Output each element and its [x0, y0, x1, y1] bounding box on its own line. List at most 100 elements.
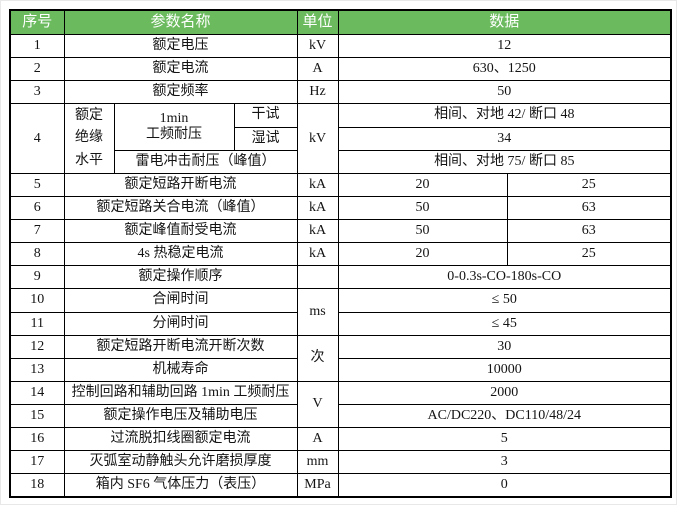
data-header-cell: 数据 [337, 9, 672, 35]
data-cell: 630、1250 [337, 57, 672, 82]
data-cell-right: 63 [506, 195, 672, 221]
param-name-cell: 合闸时间 [63, 288, 298, 313]
param-name-cell: 额定频率 [63, 80, 298, 105]
table-row: 2 额定电流 A 630、1250 [9, 57, 672, 82]
data-cell: 10000 [337, 357, 672, 382]
unit-cell [296, 265, 339, 290]
serial-cell: 11 [9, 311, 65, 336]
param-name-cell: 额定短路关合电流（峰值） [63, 195, 298, 221]
data-cell-right: 25 [506, 242, 672, 267]
table-row: 15 额定操作电压及辅助电压 AC/DC220、DC110/48/24 [9, 403, 672, 429]
data-cell: 30 [337, 334, 672, 359]
data-cell: 0 [337, 473, 672, 498]
param-name-cell: 额定电流 [63, 57, 298, 82]
data-cell-left: 50 [337, 195, 508, 221]
param-name-cell: 额定峰值耐受电流 [63, 218, 298, 244]
serial-cell: 10 [9, 288, 65, 313]
table-row: 3 额定频率 Hz 50 [9, 80, 672, 105]
param-name-cell: 额定电压 [63, 33, 298, 59]
data-cell: 0-0.3s-CO-180s-CO [337, 265, 672, 290]
unit-cell: ms [296, 288, 339, 336]
serial-cell: 9 [9, 265, 65, 290]
serial-cell: 12 [9, 334, 65, 359]
table-row: 10 合闸时间 ms ≤ 50 [9, 288, 672, 336]
table-row: 13 机械寿命 10000 [9, 357, 672, 382]
unit-cell: A [296, 57, 339, 82]
serial-cell: 17 [9, 450, 65, 475]
header-row: 序号 参数名称 单位 数据 [9, 9, 672, 35]
serial-cell: 15 [9, 403, 65, 429]
table-row: 湿试 34 [10, 126, 672, 151]
unit-cell: kA [296, 172, 339, 197]
serial-cell: 1 [9, 33, 65, 59]
param-name-cell: 过流脱扣线圈额定电流 [63, 427, 298, 452]
data-cell: 12 [337, 33, 672, 59]
serial-cell: 2 [9, 57, 65, 82]
param-name-cell: 额定操作顺序 [63, 265, 298, 290]
table-row: 12 额定短路开断电流开断次数 次 30 [9, 334, 672, 382]
spec-table: 序号 参数名称 单位 数据 1 额定电压 kV 12 2 额定电流 A 630、… [9, 9, 673, 498]
serial-cell: 13 [9, 357, 65, 382]
serial-cell: 7 [9, 218, 65, 244]
data-cell: ≤ 50 [337, 288, 672, 313]
param-name-cell: 箱内 SF6 气体压力（表压） [63, 473, 298, 498]
unit-cell: kA [296, 195, 339, 221]
data-cell: 34 [337, 126, 672, 151]
unit-cell: 次 [296, 334, 339, 382]
serial-cell: 4 [9, 103, 65, 174]
lightning-impulse-cell: 雷电冲击耐压（峰值） [113, 149, 298, 174]
table-row: 4 额定绝缘水平 1min 工频耐压 干试 kV 相间、对地 42/ 断口 48 [9, 103, 672, 174]
unit-cell: V [296, 380, 339, 429]
data-cell-left: 20 [337, 172, 508, 197]
unit-cell: mm [296, 450, 339, 475]
unit-cell: kV [296, 33, 339, 59]
insulation-level-group-cell: 额定绝缘水平 [63, 103, 115, 174]
param-name-cell: 额定短路开断电流开断次数 [63, 334, 298, 359]
data-cell: 2000 [337, 380, 672, 406]
unit-header-cell: 单位 [296, 9, 339, 35]
data-cell: AC/DC220、DC110/48/24 [337, 403, 672, 429]
data-cell-right: 25 [506, 172, 672, 197]
unit-cell: kA [296, 218, 339, 244]
table-row: 5 额定短路开断电流 kA 20 25 [9, 172, 672, 197]
table-row: 16 过流脱扣线圈额定电流 A 5 [9, 427, 672, 452]
param-header-cell: 参数名称 [63, 9, 298, 35]
unit-cell: kV [296, 103, 339, 174]
data-cell: 5 [337, 427, 672, 452]
table-row: 8 4s 热稳定电流 kA 20 25 [9, 242, 672, 267]
serial-cell: 8 [9, 242, 65, 267]
data-cell: ≤ 45 [337, 311, 672, 336]
param-name-cell: 机械寿命 [63, 357, 298, 382]
data-cell-left: 20 [337, 242, 508, 267]
dry-test-label-cell: 干试 [233, 103, 298, 128]
data-cell: 相间、对地 75/ 断口 85 [337, 149, 672, 174]
table-row: 1 额定电压 kV 12 [9, 33, 672, 59]
serial-cell: 16 [9, 427, 65, 452]
table-row: 17 灭弧室动静触头允许磨损厚度 mm 3 [9, 450, 672, 475]
serial-cell: 5 [9, 172, 65, 197]
table-row: 11 分闸时间 ≤ 45 [9, 311, 672, 336]
unit-cell: kA [296, 242, 339, 267]
table-row: 7 额定峰值耐受电流 kA 50 63 [9, 218, 672, 244]
table-row: 14 控制回路和辅助回路 1min 工频耐压 V 2000 [9, 380, 672, 429]
power-frequency-withstand-cell: 1min 工频耐压 [113, 103, 235, 151]
param-name-cell: 额定短路开断电流 [63, 172, 298, 197]
data-cell: 50 [337, 80, 672, 105]
data-cell-right: 63 [506, 218, 672, 244]
data-cell-left: 50 [337, 218, 508, 244]
serial-cell: 14 [9, 380, 65, 406]
unit-cell: MPa [296, 473, 339, 498]
data-cell: 相间、对地 42/ 断口 48 [337, 103, 672, 128]
serial-cell: 3 [9, 80, 65, 105]
param-name-cell: 灭弧室动静触头允许磨损厚度 [63, 450, 298, 475]
table-row: 雷电冲击耐压（峰值） 相间、对地 75/ 断口 85 [10, 149, 672, 174]
table-row: 18 箱内 SF6 气体压力（表压） MPa 0 [9, 473, 672, 498]
wet-test-label-cell: 湿试 [233, 126, 298, 151]
table-row: 9 额定操作顺序 0-0.3s-CO-180s-CO [9, 265, 672, 290]
serial-cell: 6 [9, 195, 65, 221]
serial-header-cell: 序号 [9, 9, 65, 35]
param-name-cell: 额定操作电压及辅助电压 [63, 403, 298, 429]
param-name-cell: 分闸时间 [63, 311, 298, 336]
param-name-cell: 控制回路和辅助回路 1min 工频耐压 [63, 380, 298, 406]
